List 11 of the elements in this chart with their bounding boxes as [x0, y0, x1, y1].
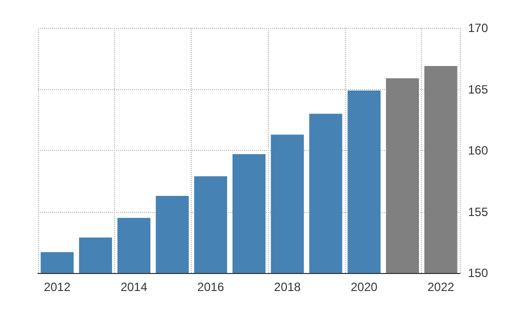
- y-tick-label: 165: [468, 82, 488, 96]
- x-tick-label: 2014: [120, 280, 148, 294]
- x-tick-label: 2020: [350, 280, 378, 294]
- x-tick-label: 2018: [274, 280, 302, 294]
- x-tick-label: 2016: [197, 280, 224, 294]
- x-tick-label: 2022: [427, 280, 454, 294]
- y-tick-label: 170: [468, 21, 488, 35]
- y-tick-label: 160: [468, 144, 488, 158]
- x-tick-label: 2012: [44, 280, 71, 294]
- y-tick-label: 155: [468, 204, 488, 219]
- y-tick-label: 150: [468, 266, 488, 280]
